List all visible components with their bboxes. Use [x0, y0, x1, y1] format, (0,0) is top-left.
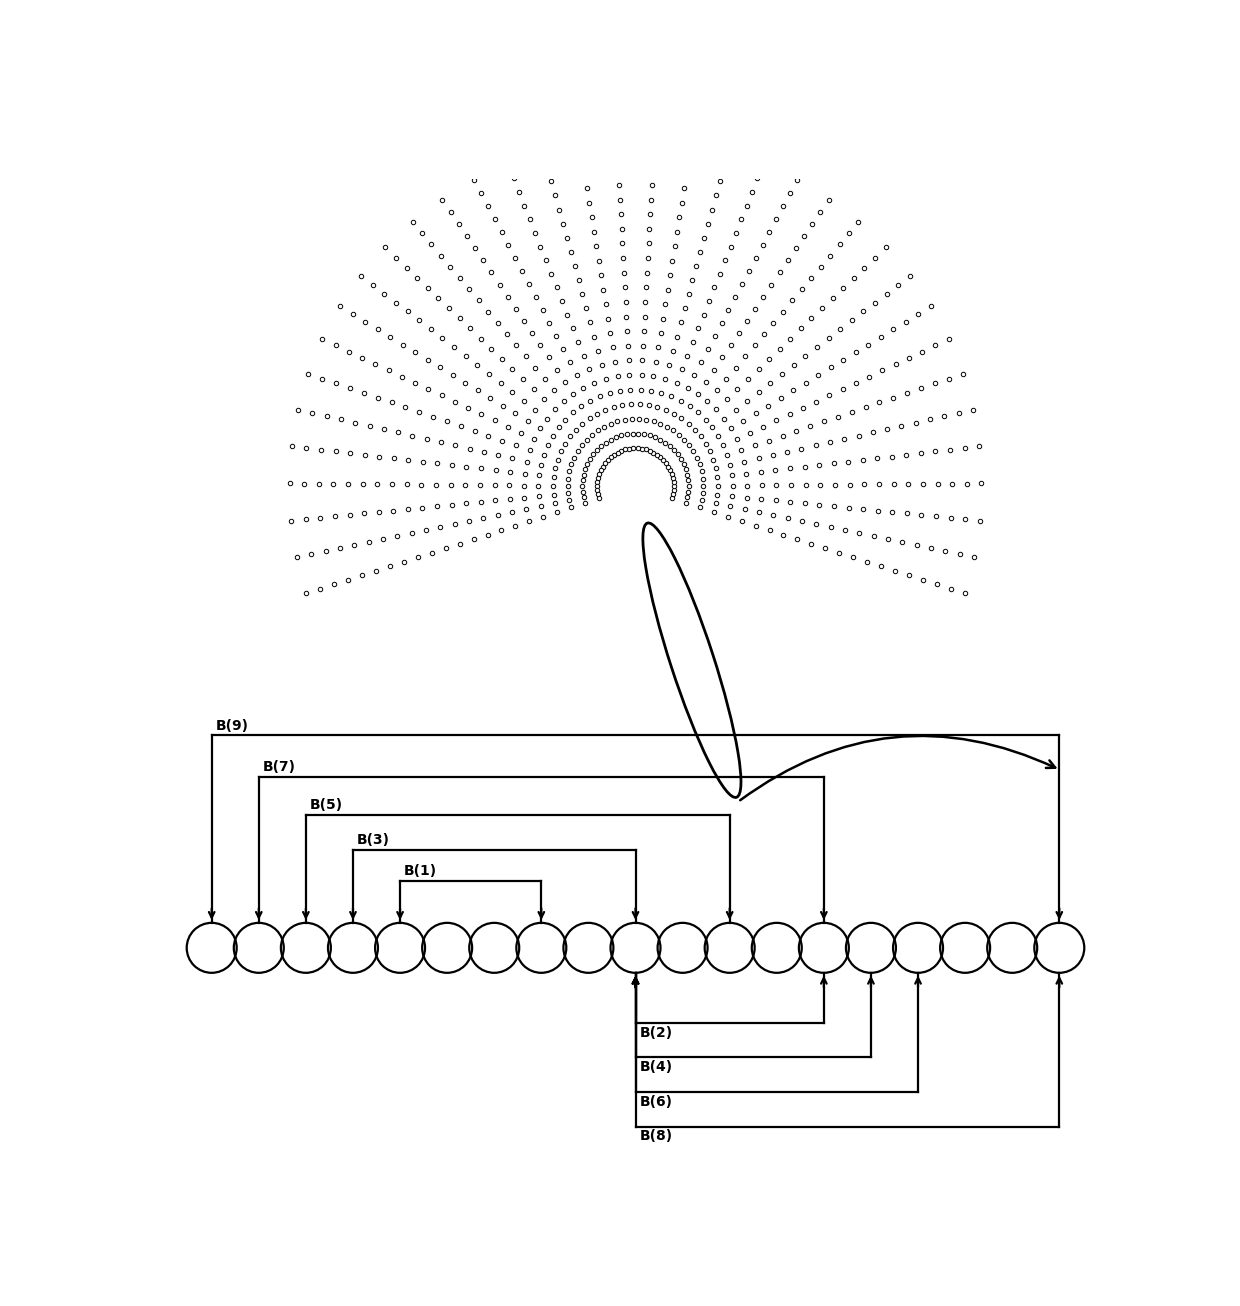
Text: B(3): B(3)	[357, 833, 389, 846]
Text: B(7): B(7)	[263, 760, 295, 774]
Text: B(8): B(8)	[640, 1130, 672, 1144]
Text: B(2): B(2)	[640, 1025, 672, 1040]
Text: B(1): B(1)	[404, 863, 436, 878]
Text: B(9): B(9)	[216, 718, 248, 733]
Text: B(4): B(4)	[640, 1060, 672, 1075]
Text: B(6): B(6)	[640, 1094, 672, 1109]
Text: B(5): B(5)	[310, 798, 342, 812]
